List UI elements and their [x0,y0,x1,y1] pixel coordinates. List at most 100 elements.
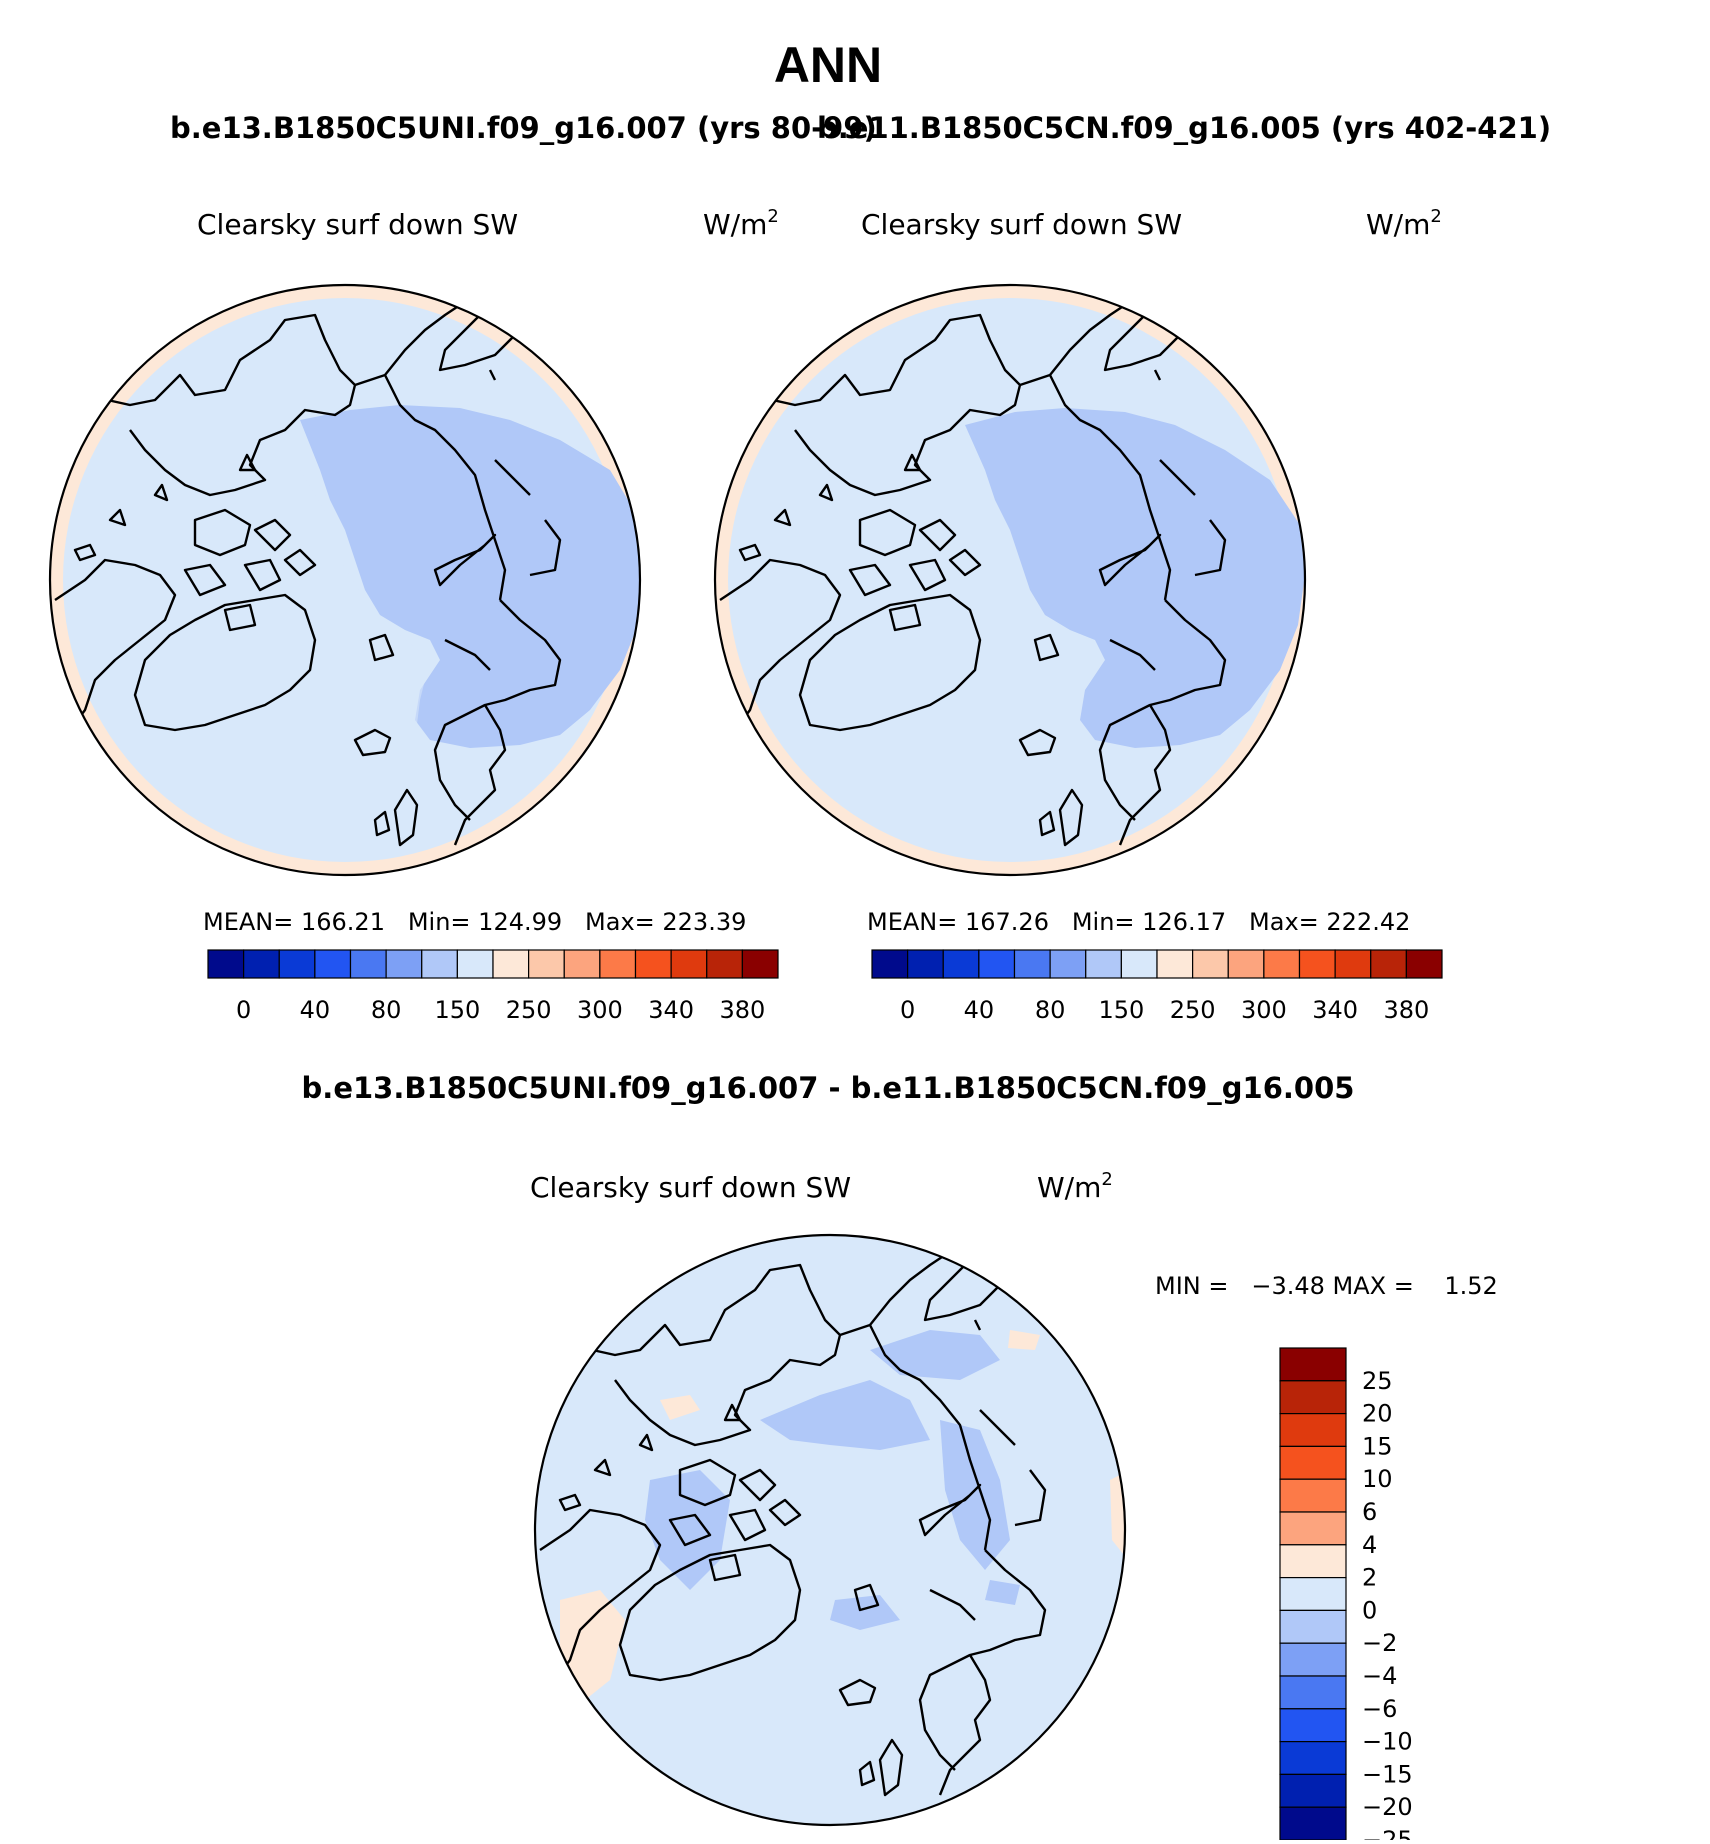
colorbar-b-swatch [1049,949,1087,979]
colorbar-diff-tick-label: 25 [1362,1367,1393,1395]
colorbar-b-swatch [978,949,1016,979]
colorbar-diff-tick-label: −25 [1362,1826,1413,1840]
colorbar-a-swatch [456,949,494,979]
colorbar-diff-swatch [1279,1806,1347,1841]
colorbar-diff-swatch [1279,1544,1347,1579]
colorbar-b-tick-label: 340 [1312,996,1358,1024]
colorbar-a-tick-label: 250 [506,996,552,1024]
colorbar-a [207,949,779,979]
colorbar-diff-swatch [1279,1412,1347,1447]
colorbar-diff-swatch [1279,1380,1347,1415]
colorbar-b-swatch [1405,949,1443,979]
panel-a-stats: MEAN= 166.21 Min= 124.99 Max= 223.39 [203,908,746,936]
subtitle-left: b.e13.B1850C5UNI.f09_g16.007 (yrs 80-99) [170,111,877,145]
colorbar-b-swatch [1120,949,1158,979]
colorbar-diff-tick-label: 6 [1362,1498,1377,1526]
colorbar-diff-swatch [1279,1675,1347,1710]
colorbar-a-swatch [563,949,601,979]
panel-b-variable: Clearsky surf down SW [861,208,1182,241]
colorbar-a-tick-label: 150 [434,996,480,1024]
colorbar-diff-tick-label: 0 [1362,1596,1377,1624]
colorbar-diff-tick-label: −6 [1362,1695,1397,1723]
colorbar-diff-tick-label: −20 [1362,1793,1413,1821]
colorbar-diff-tick-label: −2 [1362,1629,1397,1657]
colorbar-b-swatch [1334,949,1372,979]
diff-title: b.e13.B1850C5UNI.f09_g16.007 - b.e11.B18… [302,1071,1355,1105]
colorbar-b-swatch [1227,949,1265,979]
colorbar-diff-swatch [1279,1609,1347,1644]
colorbar-b-tick-label: 250 [1170,996,1216,1024]
colorbar-a-tick-label: 300 [577,996,623,1024]
colorbar-diff [1279,1347,1347,1841]
colorbar-b-swatch [1263,949,1301,979]
colorbar-diff-tick-label: 2 [1362,1564,1377,1592]
colorbar-diff-swatch [1279,1445,1347,1480]
colorbar-b-swatch [942,949,980,979]
colorbar-diff-swatch [1279,1642,1347,1677]
panel-a-units: W/m2 [703,206,779,241]
colorbar-diff-tick-label: −15 [1362,1760,1413,1788]
colorbar-b-labels: 0 40 80 150 250 300 340 380 [900,996,1429,1024]
colorbar-a-labels: 0 40 80 150 250 300 340 380 [236,996,765,1024]
colorbar-a-swatch [599,949,637,979]
figure-title: ANN [774,37,882,93]
map-b [715,285,1305,875]
colorbar-b-swatch [1370,949,1407,979]
colorbar-diff-tick-label: 15 [1362,1432,1393,1460]
colorbar-a-swatch [421,949,458,979]
colorbar-a-swatch [528,949,565,979]
colorbar-a-swatch [634,949,672,979]
colorbar-b-tick-label: 0 [900,996,915,1024]
colorbar-diff-tick-label: 20 [1362,1400,1393,1428]
colorbar-b-tick-label: 300 [1241,996,1287,1024]
colorbar-b-swatch [1156,949,1194,979]
colorbar-diff-swatch [1279,1347,1347,1382]
colorbar-b-tick-label: 150 [1098,996,1144,1024]
colorbar-diff-tick-label: 4 [1362,1531,1377,1559]
colorbar-a-tick-label: 380 [719,996,765,1024]
panel-a-variable: Clearsky surf down SW [197,208,518,241]
colorbar-diff-swatch [1279,1478,1347,1513]
colorbar-b [871,949,1443,979]
map-a [50,285,640,875]
colorbar-a-tick-label: 0 [236,996,251,1024]
map-diff [535,1235,1125,1825]
colorbar-a-swatch [492,949,530,979]
colorbar-a-tick-label: 80 [371,996,402,1024]
colorbar-b-swatch [871,949,909,979]
subtitle-right: b.e11.B1850C5CN.f09_g16.005 (yrs 402-421… [817,111,1551,145]
colorbar-b-swatch [1085,949,1122,979]
colorbar-diff-swatch [1279,1708,1347,1743]
colorbar-b-swatch [1013,949,1051,979]
colorbar-a-swatch [207,949,245,979]
panel-b-units: W/m2 [1366,206,1442,241]
colorbar-a-swatch [314,949,352,979]
colorbar-a-swatch [741,949,779,979]
colorbar-a-swatch [278,949,316,979]
colorbar-b-swatch [1298,949,1336,979]
colorbar-b-tick-label: 380 [1383,996,1429,1024]
colorbar-b-swatch [1192,949,1229,979]
panel-model-a: Clearsky surf down SW W/m2 MEAN= 166.21 … [48,206,779,1024]
panel-b-stats: MEAN= 167.26 Min= 126.17 Max= 222.42 [867,908,1410,936]
colorbar-a-tick-label: 40 [300,996,331,1024]
diff-stats: MIN = −3.48 MAX = 1.52 [1155,1272,1498,1300]
colorbar-b-swatch [907,949,944,979]
panel-difference: Clearsky surf down SW W/m2 MIN = −3.48 M… [530,1169,1498,1844]
colorbar-diff-tick-label: −4 [1362,1662,1397,1690]
colorbar-diff-swatch [1279,1773,1347,1808]
colorbar-b-tick-label: 40 [964,996,995,1024]
colorbar-b-tick-label: 80 [1035,996,1066,1024]
colorbar-a-tick-label: 340 [648,996,694,1024]
colorbar-diff-swatch [1279,1740,1347,1775]
colorbar-a-swatch [349,949,387,979]
colorbar-diff-tick-label: 10 [1362,1465,1393,1493]
colorbar-diff-swatch [1279,1511,1347,1546]
colorbar-a-swatch [243,949,280,979]
panel-model-b: Clearsky surf down SW W/m2 MEAN= 167.26 … [713,206,1443,1024]
colorbar-diff-tick-label: −10 [1362,1728,1413,1756]
colorbar-a-swatch [385,949,423,979]
colorbar-diff-swatch [1279,1576,1347,1611]
